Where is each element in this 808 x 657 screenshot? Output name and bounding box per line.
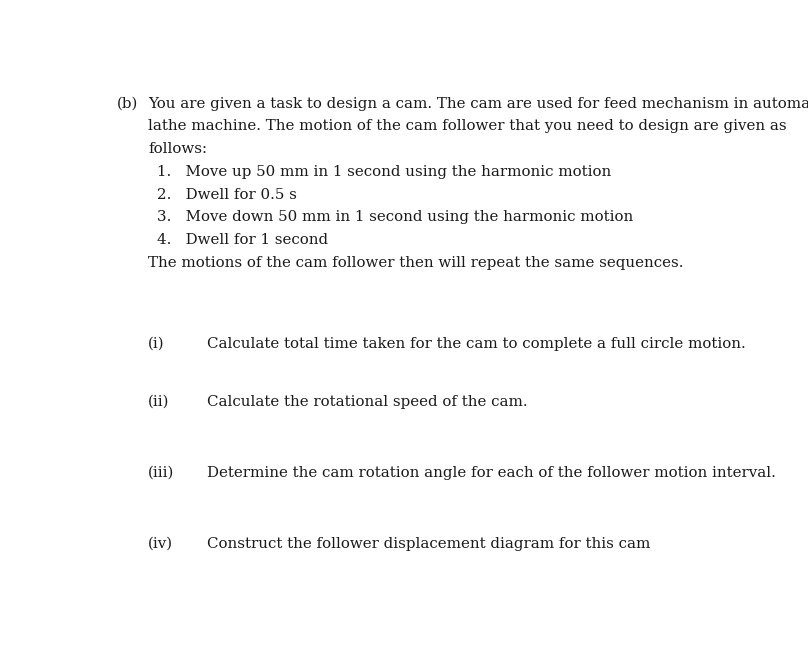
Text: You are given a task to design a cam. The cam are used for feed mechanism in aut: You are given a task to design a cam. Th… [148, 97, 808, 110]
Text: Calculate total time taken for the cam to complete a full circle motion.: Calculate total time taken for the cam t… [208, 337, 747, 351]
Text: 2.   Dwell for 0.5 s: 2. Dwell for 0.5 s [158, 188, 297, 202]
Text: (b): (b) [116, 97, 138, 110]
Text: (i): (i) [148, 337, 165, 351]
Text: 1.   Move up 50 mm in 1 second using the harmonic motion: 1. Move up 50 mm in 1 second using the h… [158, 165, 612, 179]
Text: follows:: follows: [148, 142, 207, 156]
Text: Calculate the rotational speed of the cam.: Calculate the rotational speed of the ca… [208, 395, 528, 409]
Text: Determine the cam rotation angle for each of the follower motion interval.: Determine the cam rotation angle for eac… [208, 466, 776, 480]
Text: (iv): (iv) [148, 537, 173, 551]
Text: 3.   Move down 50 mm in 1 second using the harmonic motion: 3. Move down 50 mm in 1 second using the… [158, 210, 633, 225]
Text: Construct the follower displacement diagram for this cam: Construct the follower displacement diag… [208, 537, 650, 551]
Text: (ii): (ii) [148, 395, 170, 409]
Text: (iii): (iii) [148, 466, 175, 480]
Text: The motions of the cam follower then will repeat the same sequences.: The motions of the cam follower then wil… [148, 256, 684, 270]
Text: lathe machine. The motion of the cam follower that you need to design are given : lathe machine. The motion of the cam fol… [148, 120, 787, 133]
Text: 4.   Dwell for 1 second: 4. Dwell for 1 second [158, 233, 329, 247]
